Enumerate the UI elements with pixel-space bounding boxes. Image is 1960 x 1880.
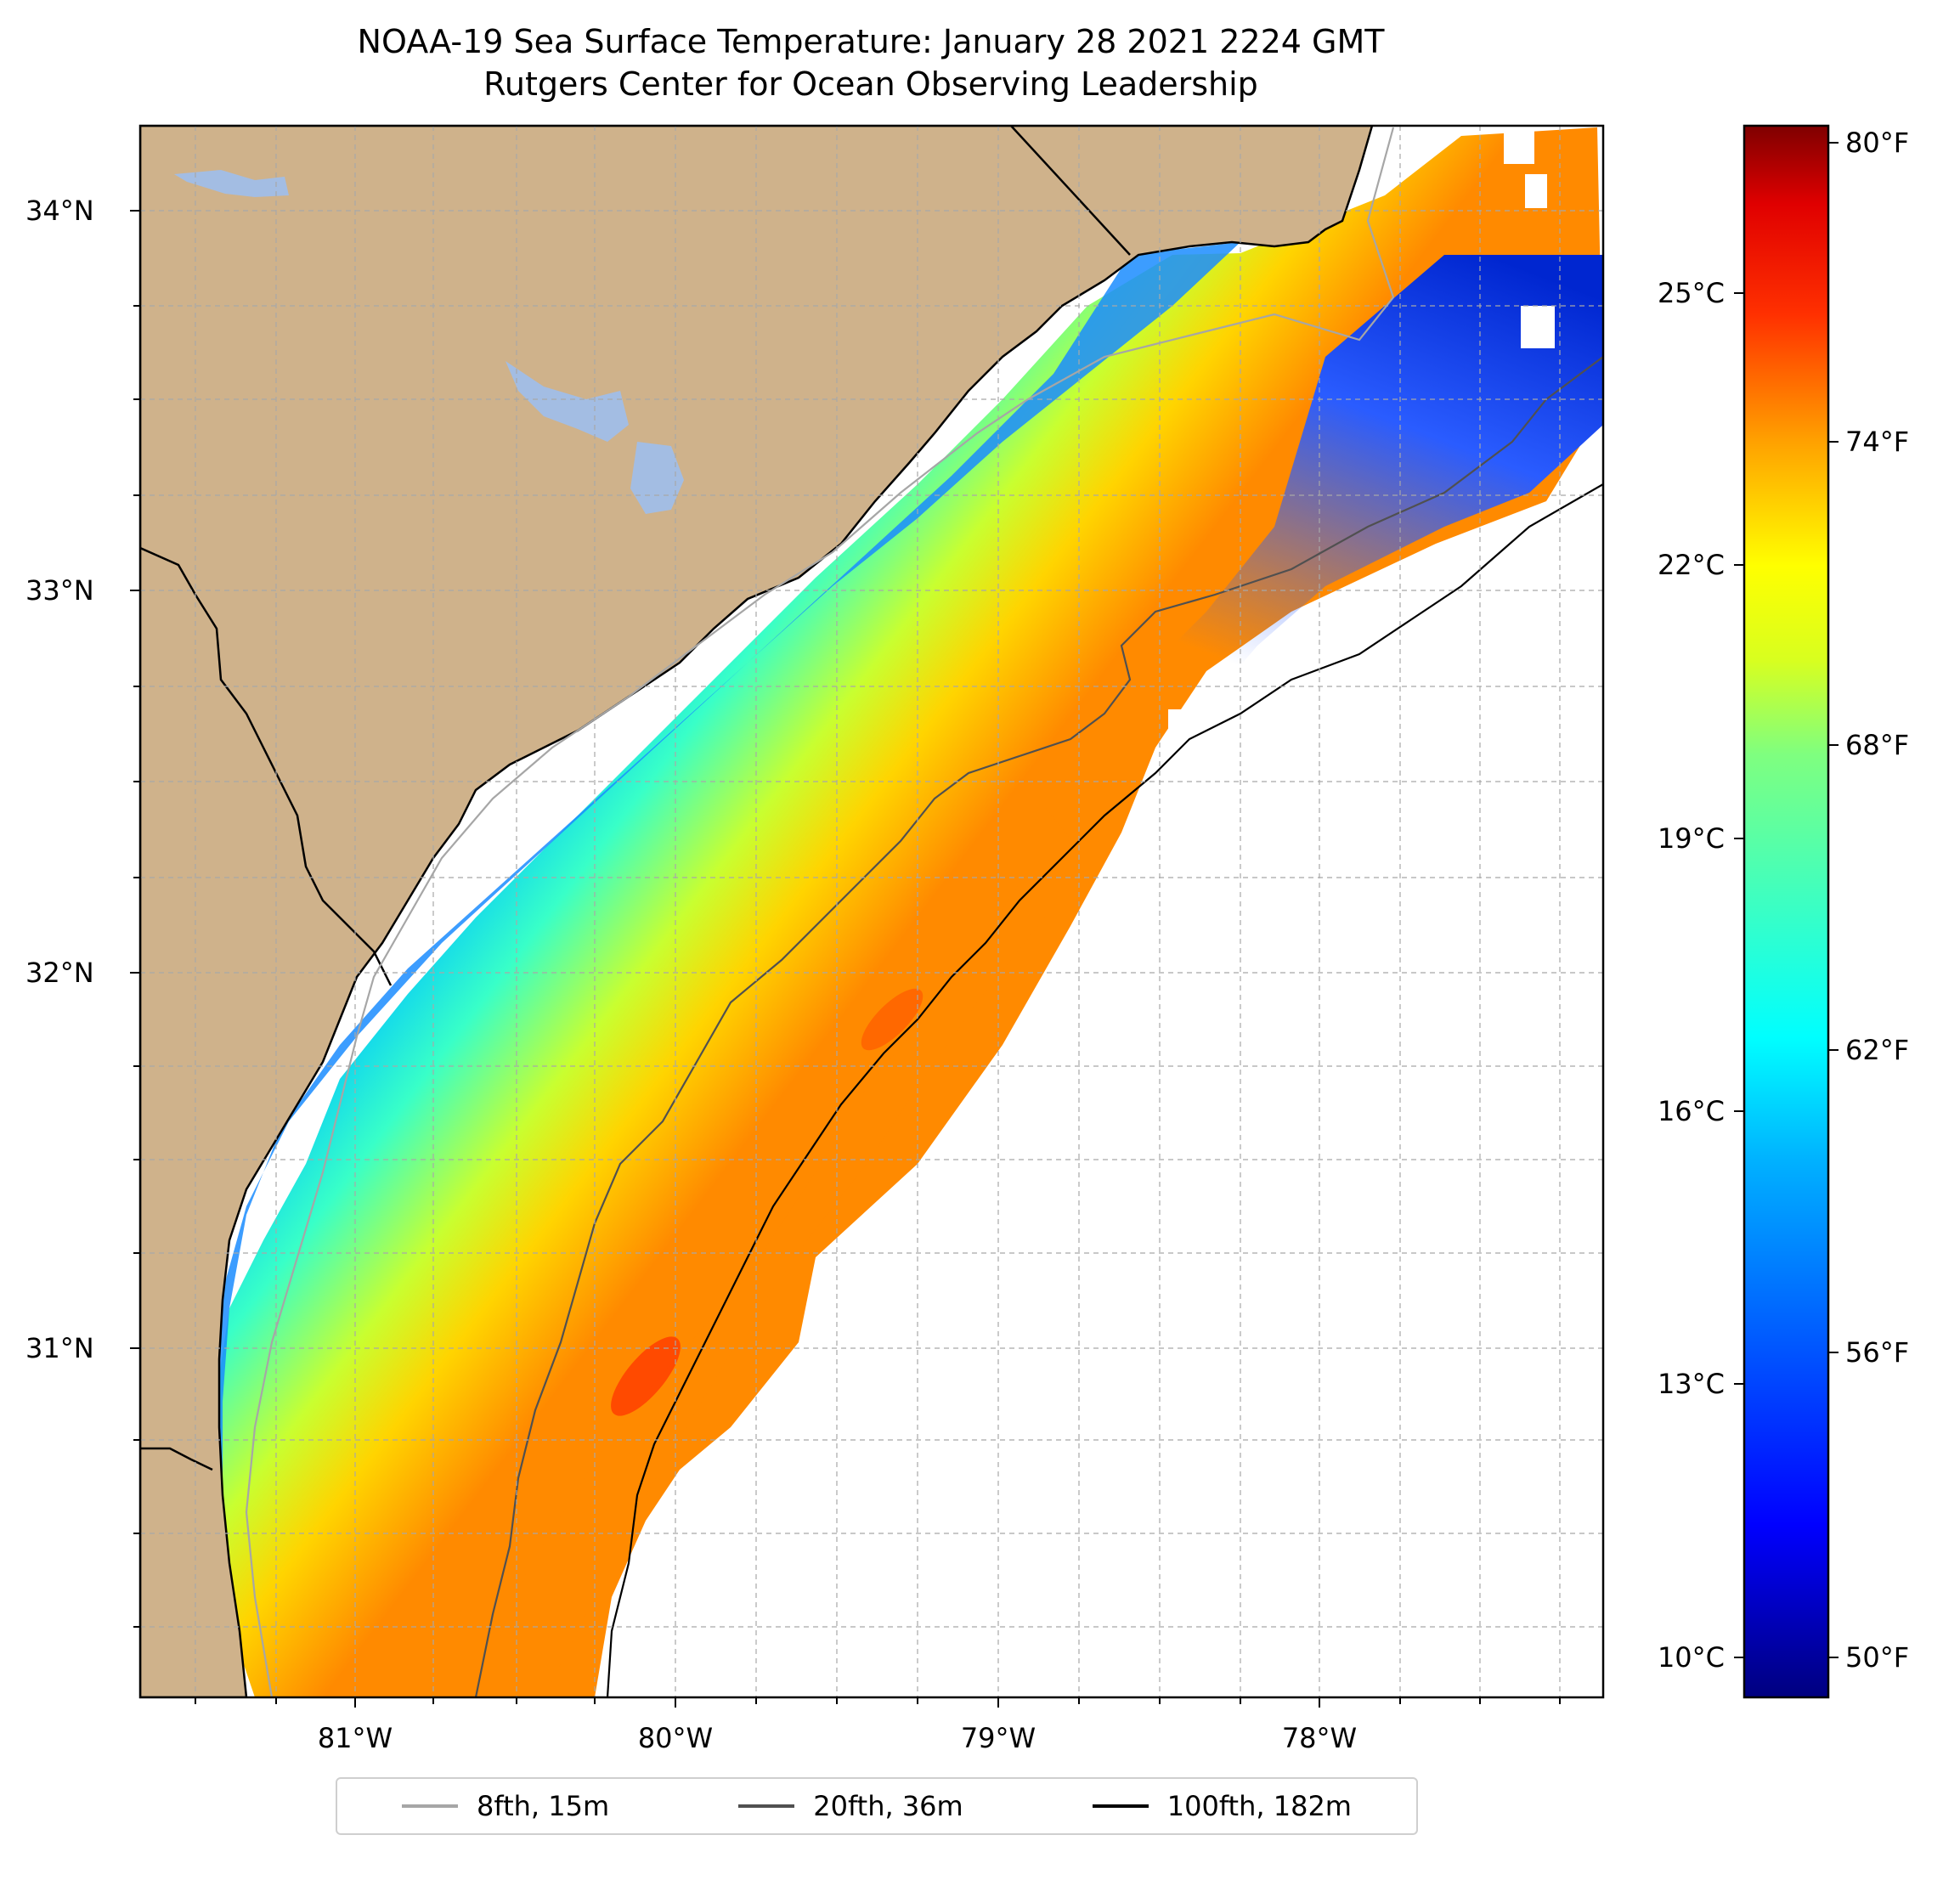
legend-label: 100fth, 182m xyxy=(1166,1790,1352,1822)
gridlines xyxy=(140,126,1603,1697)
sst-hot-spot xyxy=(611,1336,681,1416)
colorbar-celsius-label: 22°C xyxy=(1658,549,1725,581)
colorbar-celsius-label: 19°C xyxy=(1658,822,1725,855)
colorbar-fahrenheit-label: 68°F xyxy=(1845,729,1909,761)
state-border xyxy=(1010,126,1131,256)
lake xyxy=(174,170,289,197)
colorbar-fahrenheit-label: 56°F xyxy=(1845,1336,1909,1369)
legend-item-20fth: 20fth, 36m xyxy=(738,1790,963,1822)
state-border xyxy=(140,1447,213,1471)
lat-tick-label: 34°N xyxy=(25,195,94,227)
lat-tick-label: 32°N xyxy=(25,957,94,989)
colorbar-fahrenheit-label: 50°F xyxy=(1845,1641,1909,1674)
lat-tick-label: 33°N xyxy=(25,574,94,607)
cloud-mask xyxy=(1525,174,1547,208)
isobath-100fth xyxy=(606,483,1603,1697)
lon-tick-label: 81°W xyxy=(318,1722,393,1754)
lake xyxy=(630,442,684,514)
isobath-legend: 8fth, 15m 20fth, 36m 100fth, 182m xyxy=(336,1777,1418,1835)
lake xyxy=(506,361,629,442)
lat-ticks xyxy=(130,210,140,1628)
sst-warm-core xyxy=(476,807,1079,1697)
legend-line-swatch xyxy=(1092,1804,1149,1808)
sst-offshore-cold xyxy=(1138,255,1603,748)
colorbar-fahrenheit-label: 74°F xyxy=(1845,426,1909,458)
lon-tick-label: 79°W xyxy=(961,1722,1036,1754)
state-border xyxy=(140,546,393,986)
map-frame xyxy=(138,124,1605,1699)
sst-hot-spot xyxy=(861,988,924,1051)
lat-tick-label: 31°N xyxy=(25,1332,94,1364)
colorbar-celsius-label: 25°C xyxy=(1658,277,1725,309)
lon-tick-label: 80°W xyxy=(638,1722,713,1754)
colorbar-fahrenheit-label: 80°F xyxy=(1845,127,1909,159)
legend-item-100fth: 100fth, 182m xyxy=(1092,1790,1352,1822)
map-subtitle: Rutgers Center for Ocean Observing Leade… xyxy=(483,65,1258,103)
sst-swath xyxy=(212,127,1603,1697)
colorbar-celsius-label: 16°C xyxy=(1658,1095,1725,1127)
colorbar-celsius-label: 10°C xyxy=(1658,1641,1725,1674)
legend-label: 8fth, 15m xyxy=(477,1790,610,1822)
cloud-mask xyxy=(1168,709,1202,737)
colorbar-celsius-label: 13°C xyxy=(1658,1368,1725,1400)
legend-line-swatch xyxy=(402,1804,459,1808)
lon-tick-label: 78°W xyxy=(1282,1722,1357,1754)
map-title: NOAA-19 Sea Surface Temperature: January… xyxy=(357,23,1385,60)
cloud-mask xyxy=(1521,306,1555,348)
colorbar-fahrenheit-label: 62°F xyxy=(1845,1034,1909,1066)
legend-label: 20fth, 36m xyxy=(813,1790,963,1822)
legend-line-swatch xyxy=(738,1804,795,1808)
colorbar xyxy=(1743,124,1830,1699)
colorbar-ticks xyxy=(1734,142,1839,1658)
lon-ticks xyxy=(195,1697,1561,1708)
cloud-mask xyxy=(1504,130,1534,164)
map-area xyxy=(140,126,1603,1697)
legend-item-8fth: 8fth, 15m xyxy=(402,1790,609,1822)
